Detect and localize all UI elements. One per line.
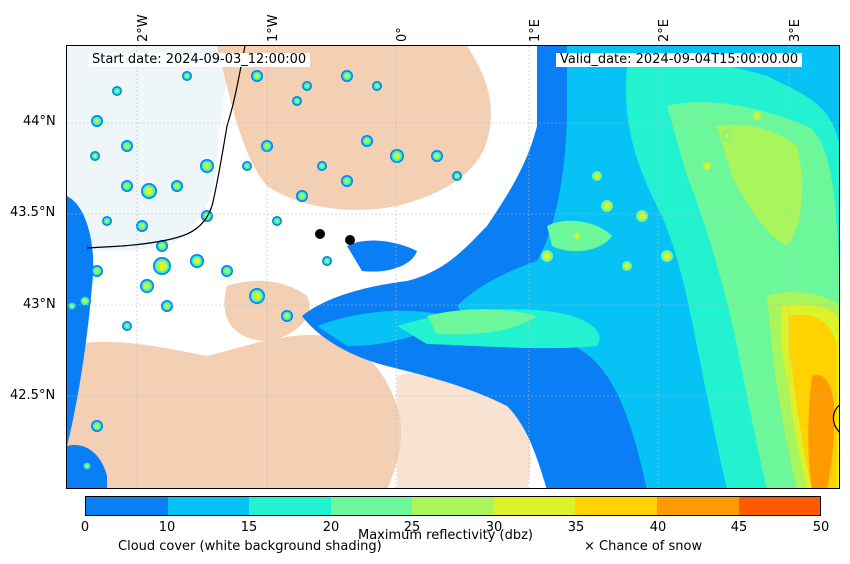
colorbar-tick-50: 50	[812, 520, 830, 535]
convective-cell	[300, 194, 304, 198]
convective-cell	[604, 203, 610, 209]
gridlines	[67, 46, 839, 488]
colorbar-segment-10-15	[167, 497, 250, 515]
colorbar-tick-30: 30	[485, 520, 503, 535]
snow-legend: × Chance of snow	[584, 539, 703, 554]
convective-cell	[544, 253, 550, 259]
convective-cell	[204, 163, 210, 169]
convective-cell	[365, 139, 369, 143]
convective-cell	[306, 85, 308, 87]
convective-cell	[321, 165, 323, 167]
convective-cell	[106, 220, 108, 222]
convective-cell	[94, 155, 96, 157]
convective-cell	[125, 144, 129, 148]
reflectivity-40-45-layer	[808, 374, 835, 488]
convective-cell	[160, 244, 164, 248]
convective-cell	[126, 325, 128, 327]
map-canvas	[67, 46, 839, 488]
convective-cell	[326, 260, 328, 262]
convective-cell	[125, 184, 129, 188]
convective-cell	[95, 119, 99, 123]
convective-cell	[285, 314, 289, 318]
convective-cell	[246, 165, 248, 167]
convective-cell	[225, 269, 229, 273]
convective-cell	[725, 134, 729, 138]
convective-cell	[253, 292, 261, 300]
convective-cell	[144, 283, 150, 289]
colorbar-tick-15: 15	[240, 520, 258, 535]
colorbar-tick-25: 25	[403, 520, 421, 535]
cloud-cover-legend: Cloud cover (white background shading)	[118, 539, 382, 554]
convective-cell	[345, 74, 349, 78]
lon-label-1w: 1°W	[266, 14, 281, 42]
valid-date-label: Valid_date: 2024-09-04T15:00:00.00	[556, 53, 803, 67]
convective-cell	[456, 175, 458, 177]
colorbar-segment-15-20	[249, 497, 331, 515]
convective-cell	[435, 154, 439, 158]
convective-cell	[639, 213, 645, 219]
colorbar-segment-20-25	[330, 497, 413, 515]
sea-area	[67, 46, 232, 251]
convective-cell	[625, 264, 629, 268]
location-marker-2	[345, 235, 355, 245]
colorbar-segment-40-45	[656, 497, 739, 515]
colorbar-tick-45: 45	[730, 520, 748, 535]
convective-cell	[95, 269, 99, 273]
colorbar-tick-40: 40	[649, 520, 667, 535]
convective-cell	[165, 304, 169, 308]
lat-label-42-5n: 42.5°N	[10, 388, 56, 403]
convective-cell	[276, 220, 278, 222]
start-date-label: Start date: 2024-09-03_12:00:00	[88, 53, 311, 67]
convective-cell	[157, 261, 167, 271]
location-marker-1	[315, 229, 325, 239]
colorbar-tick-35: 35	[567, 520, 585, 535]
lat-label-44n: 44°N	[23, 114, 56, 129]
colorbar-segment-35-40	[575, 497, 657, 515]
coastline-east	[832, 404, 839, 433]
colorbar-segment-25-30	[412, 497, 494, 515]
convective-cell	[86, 465, 88, 467]
convective-cell	[394, 153, 400, 159]
coastline	[86, 46, 246, 249]
colorbar-title: Maximum reflectivity (dbz)	[358, 528, 533, 543]
colorbar-segment-0-10	[86, 497, 168, 515]
convective-cell	[345, 179, 349, 183]
convective-cell	[83, 299, 87, 303]
lon-label-2e: 2°E	[657, 19, 672, 42]
convective-cell	[754, 113, 760, 119]
lon-label-0: 0°	[395, 27, 410, 42]
convective-cell	[194, 258, 200, 264]
convective-cell	[296, 100, 298, 102]
colorbar-tick-0: 0	[80, 520, 90, 535]
convective-cell	[95, 424, 99, 428]
convective-cell	[255, 74, 259, 78]
colorbar-tick-20: 20	[322, 520, 340, 535]
convective-cell	[664, 253, 670, 259]
convective-cell	[116, 90, 118, 92]
reflectivity-map	[66, 45, 840, 489]
convective-cell	[595, 174, 599, 178]
colorbar-tick-10: 10	[158, 520, 176, 535]
lon-label-2w: 2°W	[136, 14, 151, 42]
convective-cell	[140, 224, 144, 228]
convective-cell	[175, 184, 179, 188]
colorbar	[85, 496, 821, 516]
lon-label-3e: 3°E	[788, 19, 803, 42]
convective-cell	[376, 85, 378, 87]
colorbar-segment-45-50	[738, 497, 821, 515]
lon-label-1e: 1°E	[528, 19, 543, 42]
lat-label-43-5n: 43.5°N	[10, 205, 56, 220]
convective-cell	[145, 187, 153, 195]
colorbar-segment-30-35	[493, 497, 576, 515]
convective-cell	[186, 75, 188, 77]
lat-label-43n: 43°N	[23, 297, 56, 312]
convective-cell	[575, 234, 579, 238]
convective-cell	[71, 305, 73, 307]
cloud-cover-layer	[67, 46, 531, 488]
convective-cell	[704, 163, 710, 169]
